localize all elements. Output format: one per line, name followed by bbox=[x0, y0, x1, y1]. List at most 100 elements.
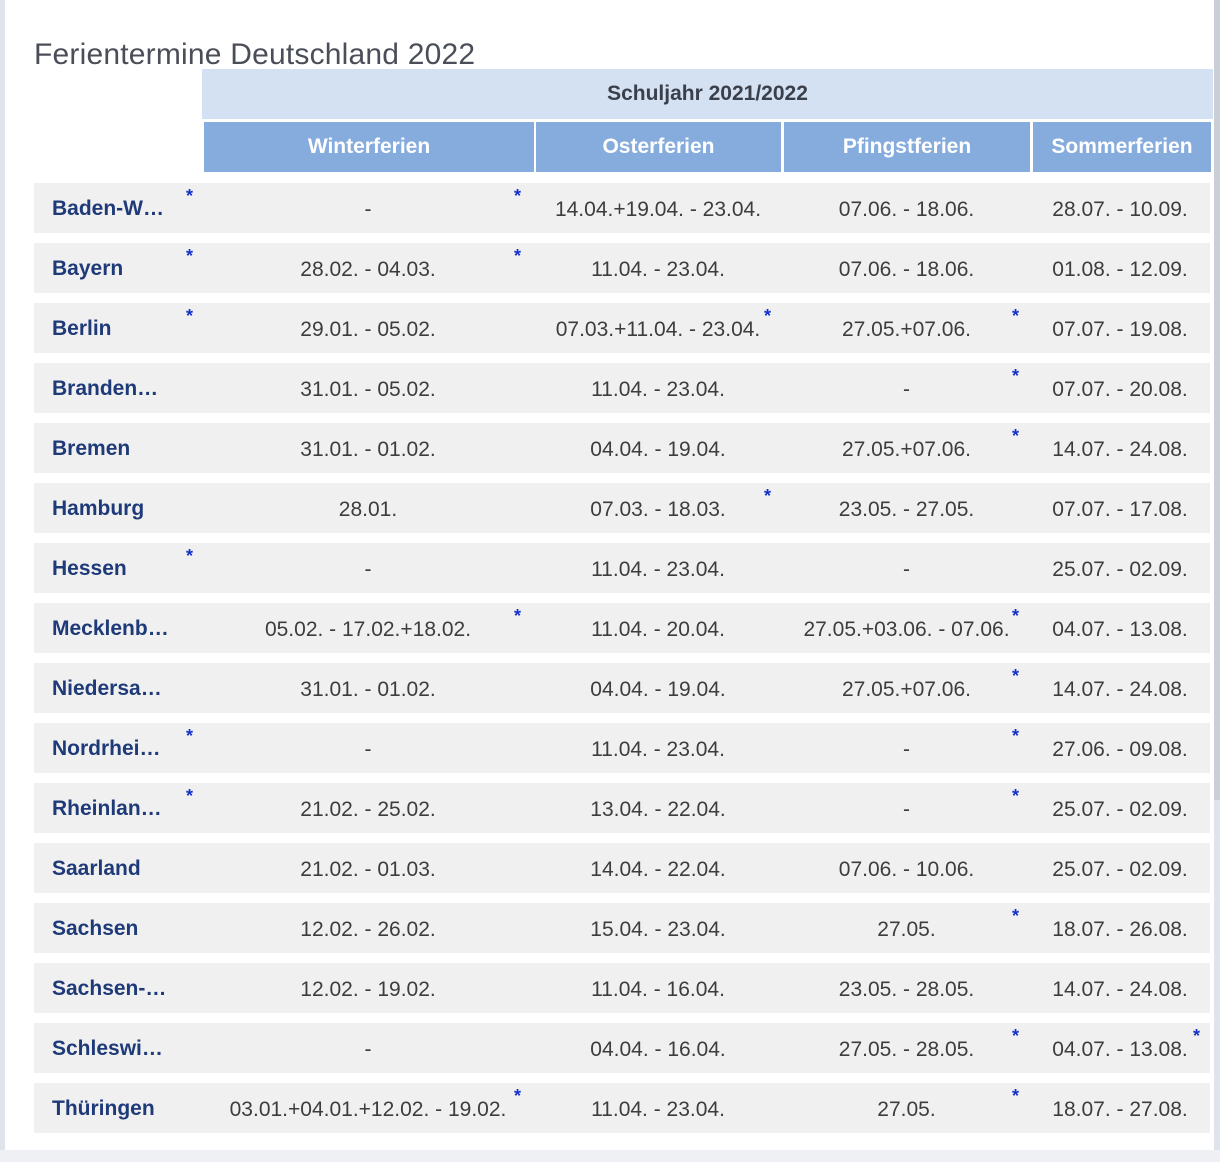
state-name-link[interactable]: Bremen bbox=[52, 437, 131, 460]
table-row: Schleswi… - 04.04. - 16.04. 27.05. - 28.05.… bbox=[34, 1023, 1210, 1073]
footnote-asterisk-pfingst[interactable]: * bbox=[1012, 366, 1020, 386]
table-row: Bremen 31.01. - 01.02. 04.04. - 19.04. 27.0… bbox=[34, 423, 1210, 473]
state-name-link[interactable]: Bayern bbox=[52, 257, 124, 280]
oster-dates-cell: 14.04. - 22.04. bbox=[590, 858, 726, 881]
oster-dates-cell: 11.04. - 23.04. bbox=[591, 738, 725, 761]
pfingst-dates-cell: - bbox=[903, 558, 910, 581]
footnote-asterisk-pfingst[interactable]: * bbox=[1012, 666, 1020, 686]
oster-dates-cell: 15.04. - 23.04. bbox=[590, 918, 726, 941]
table-row: Berlin 29.01. - 05.02. 07.03.+11.04. - 23.… bbox=[34, 303, 1210, 353]
state-name-link[interactable]: Sachsen bbox=[52, 917, 139, 940]
sommer-dates-cell: 07.07. - 19.08. bbox=[1052, 318, 1188, 341]
sommer-dates-cell: 18.07. - 26.08. bbox=[1052, 918, 1188, 941]
footnote-asterisk-winter[interactable]: * bbox=[514, 246, 522, 266]
oster-dates-cell: 11.04. - 23.04. bbox=[591, 1098, 725, 1121]
pfingst-dates-cell: 07.06. - 18.06. bbox=[838, 258, 975, 281]
state-name-link[interactable]: Branden… bbox=[52, 377, 159, 400]
pfingst-dates-cell: 27.05.+07.06. bbox=[841, 438, 972, 461]
state-name-link[interactable]: Hamburg bbox=[52, 497, 145, 520]
state-name-link[interactable]: Schleswi… bbox=[52, 1037, 163, 1060]
sommer-dates-cell: 14.07. - 24.08. bbox=[1052, 678, 1188, 701]
table-row: Mecklenb… 05.02. - 17.02.+18.02. 11.04. - … bbox=[34, 603, 1210, 653]
table-row: Rheinlan… 21.02. - 25.02. 13.04. - 22.04. -… bbox=[34, 783, 1210, 833]
winter-dates-cell: 31.01. - 01.02. bbox=[300, 678, 436, 701]
oster-dates-cell: 04.04. - 16.04. bbox=[590, 1038, 726, 1061]
state-name-link[interactable]: Saarland bbox=[52, 857, 141, 880]
pfingst-dates-cell: 27.05. - 28.05. bbox=[838, 1038, 975, 1061]
footnote-asterisk-pfingst[interactable]: * bbox=[1012, 606, 1020, 626]
window-left-border bbox=[0, 0, 5, 1162]
footnote-asterisk-pfingst[interactable]: * bbox=[1012, 1026, 1020, 1046]
pfingst-dates-cell: 23.05. - 28.05. bbox=[838, 978, 975, 1001]
table-row: Niedersa… 31.01. - 01.02. 04.04. - 19.04. 2… bbox=[34, 663, 1210, 713]
oster-dates-cell: 11.04. - 23.04. bbox=[591, 558, 725, 581]
vertical-scrollbar[interactable] bbox=[1214, 0, 1220, 1162]
sommer-dates-cell: 27.06. - 09.08. bbox=[1052, 738, 1188, 761]
winter-dates-cell: 12.02. - 19.02. bbox=[300, 978, 436, 1001]
sommer-dates-cell: 25.07. - 02.09. bbox=[1052, 558, 1188, 581]
footnote-asterisk-pfingst[interactable]: * bbox=[1012, 426, 1020, 446]
winter-dates-cell: 03.01.+04.01.+12.02. - 19.02. bbox=[229, 1098, 507, 1121]
footnote-asterisk-pfingst[interactable]: * bbox=[1012, 726, 1020, 746]
winter-dates-cell: - bbox=[364, 558, 372, 581]
table-row: Sachsen-… 12.02. - 19.02. 11.04. - 16.04. 2… bbox=[34, 963, 1210, 1013]
column-header-pfingst: Pfingstferien bbox=[784, 122, 1030, 172]
winter-dates-cell: - bbox=[364, 1038, 372, 1061]
sommer-dates-cell: 25.07. - 02.09. bbox=[1052, 798, 1188, 821]
state-name-link[interactable]: Sachsen-… bbox=[52, 977, 167, 1000]
state-name-link[interactable]: Mecklenb… bbox=[52, 617, 169, 640]
state-name-link[interactable]: Berlin bbox=[52, 317, 112, 340]
footnote-asterisk-state[interactable]: * bbox=[186, 186, 194, 206]
footnote-asterisk-state[interactable]: * bbox=[186, 246, 194, 266]
winter-dates-cell: 21.02. - 01.03. bbox=[300, 858, 436, 881]
pfingst-dates-cell: - bbox=[903, 798, 910, 821]
sommer-dates-cell: 25.07. - 02.09. bbox=[1052, 858, 1188, 881]
oster-dates-cell: 11.04. - 16.04. bbox=[591, 978, 725, 1001]
table-row: Thüringen 03.01.+04.01.+12.02. - 19.02. 11… bbox=[34, 1083, 1210, 1133]
state-name-link[interactable]: Baden-W… bbox=[52, 197, 164, 220]
footnote-asterisk-pfingst[interactable]: * bbox=[1012, 786, 1020, 806]
footnote-asterisk-winter[interactable]: * bbox=[514, 606, 522, 626]
state-name-link[interactable]: Nordrhei… bbox=[52, 737, 161, 760]
footnote-asterisk-winter[interactable]: * bbox=[514, 1086, 522, 1106]
footnote-asterisk-state[interactable]: * bbox=[186, 546, 194, 566]
state-name-link[interactable]: Hessen bbox=[52, 557, 127, 580]
pfingst-dates-cell: - bbox=[903, 378, 910, 401]
state-name-link[interactable]: Niedersa… bbox=[52, 677, 162, 700]
footnote-asterisk-pfingst[interactable]: * bbox=[1012, 906, 1020, 926]
table-row: Baden-W… - 14.04.+19.04. - 23.04. 07.06. - … bbox=[34, 183, 1210, 233]
column-header-sommer: Sommerferien bbox=[1033, 122, 1211, 172]
pfingst-dates-cell: 27.05. bbox=[877, 918, 936, 941]
sommer-dates-cell: 14.07. - 24.08. bbox=[1052, 978, 1188, 1001]
footnote-asterisk-oster[interactable]: * bbox=[764, 486, 772, 506]
oster-dates-cell: 11.04. - 20.04. bbox=[591, 618, 725, 641]
pfingst-dates-cell: 27.05.+07.06. bbox=[841, 678, 972, 701]
footnote-asterisk-state[interactable]: * bbox=[186, 786, 194, 806]
column-header-winter: Winterferien bbox=[204, 122, 534, 172]
pfingst-dates-cell: 27.05.+07.06. bbox=[841, 318, 972, 341]
sommer-dates-cell: 01.08. - 12.09. bbox=[1052, 258, 1188, 281]
sommer-dates-cell: 04.07. - 13.08. bbox=[1052, 618, 1188, 641]
table-row: Nordrhei… - 11.04. - 23.04. - 27.06. - 09.08… bbox=[34, 723, 1210, 773]
footnote-asterisk-pfingst[interactable]: * bbox=[1012, 1086, 1020, 1106]
school-year-header: Schuljahr 2021/2022 bbox=[202, 69, 1213, 119]
table-row: Hamburg 28.01. 07.03. - 18.03. 23.05. - 27.… bbox=[34, 483, 1210, 533]
oster-dates-cell: 11.04. - 23.04. bbox=[591, 258, 725, 281]
table-row: Bayern 28.02. - 04.03. 11.04. - 23.04. 07.0… bbox=[34, 243, 1210, 293]
winter-dates-cell: 05.02. - 17.02.+18.02. bbox=[264, 618, 472, 641]
footnote-asterisk-pfingst[interactable]: * bbox=[1012, 306, 1020, 326]
window-bottom-border bbox=[0, 1150, 1220, 1162]
pfingst-dates-cell: 07.06. - 18.06. bbox=[838, 198, 975, 221]
footnote-asterisk-oster[interactable]: * bbox=[764, 306, 772, 326]
footnote-asterisk-winter[interactable]: * bbox=[514, 186, 522, 206]
scrollbar-thumb[interactable] bbox=[1214, 0, 1220, 800]
footnote-asterisk-state[interactable]: * bbox=[186, 306, 194, 326]
state-name-link[interactable]: Rheinlan… bbox=[52, 797, 162, 820]
oster-dates-cell: 14.04.+19.04. - 23.04. bbox=[554, 198, 762, 221]
pfingst-dates-cell: 27.05.+03.06. - 07.06. bbox=[803, 618, 1010, 641]
sommer-dates-cell: 04.07. - 13.08. bbox=[1052, 1038, 1188, 1061]
state-name-link[interactable]: Thüringen bbox=[52, 1097, 155, 1120]
footnote-asterisk-state[interactable]: * bbox=[186, 726, 194, 746]
footnote-asterisk-sommer[interactable]: * bbox=[1193, 1026, 1201, 1046]
column-header-oster: Osterferien bbox=[536, 122, 781, 172]
